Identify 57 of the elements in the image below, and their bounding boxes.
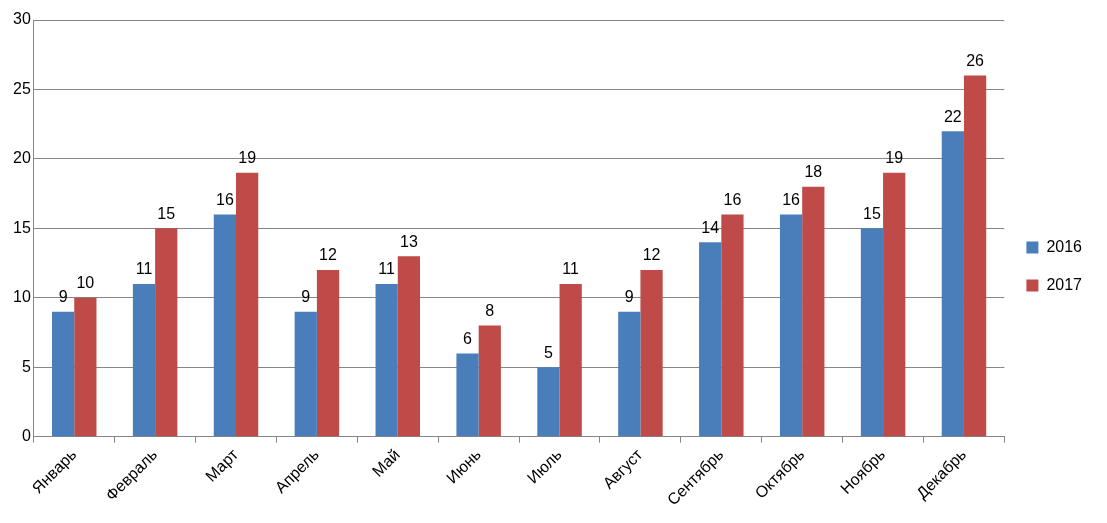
bar	[213, 214, 237, 437]
y-tick-label: 0	[21, 427, 31, 445]
y-tick-label: 15	[13, 218, 31, 236]
bar	[802, 186, 825, 437]
data-label: 15	[157, 204, 176, 222]
y-tick-label: 20	[13, 149, 31, 167]
data-label: 22	[943, 107, 962, 125]
data-label: 12	[642, 246, 661, 264]
bar	[963, 75, 987, 437]
data-label: 16	[723, 190, 742, 208]
data-label: 11	[135, 260, 153, 278]
data-label: 13	[400, 232, 418, 250]
data-label: 6	[463, 329, 473, 347]
data-label: 18	[804, 163, 823, 181]
data-label: 8	[485, 302, 495, 320]
data-label: 12	[319, 246, 338, 264]
data-label: 19	[238, 149, 257, 167]
bar	[294, 311, 317, 437]
data-label: 9	[624, 288, 634, 306]
bar	[537, 367, 560, 437]
data-label: 15	[863, 204, 881, 222]
bar	[478, 325, 501, 437]
bar	[236, 172, 259, 437]
bar	[559, 283, 582, 437]
data-label: 9	[58, 288, 68, 306]
bar	[883, 172, 906, 437]
bar	[316, 270, 340, 437]
bar	[860, 228, 884, 437]
y-tick-label: 5	[21, 357, 31, 375]
bar	[74, 297, 97, 437]
bar	[397, 256, 421, 437]
data-label: 9	[301, 288, 311, 306]
data-label: 16	[215, 190, 234, 208]
bar	[721, 214, 744, 437]
legend-label: 2017	[1046, 275, 1083, 293]
data-label: 10	[76, 274, 95, 292]
y-tick-label: 25	[13, 79, 31, 97]
bar	[618, 311, 641, 437]
data-label: 11	[562, 260, 580, 278]
data-label: 26	[966, 51, 985, 69]
bar	[779, 214, 803, 437]
y-tick-label: 30	[13, 10, 31, 28]
bar	[52, 311, 75, 437]
bar	[699, 242, 722, 437]
data-label: 19	[885, 149, 904, 167]
y-tick-label: 10	[13, 288, 31, 306]
data-label: 5	[543, 343, 553, 361]
data-label: 11	[378, 260, 396, 278]
bar	[640, 270, 663, 437]
bar	[155, 228, 178, 437]
data-label: 14	[701, 218, 720, 236]
legend-label: 2016	[1046, 237, 1083, 255]
data-label: 16	[782, 190, 801, 208]
bar	[456, 353, 479, 437]
bar	[375, 283, 398, 437]
bar	[941, 131, 964, 437]
bar	[132, 283, 156, 437]
